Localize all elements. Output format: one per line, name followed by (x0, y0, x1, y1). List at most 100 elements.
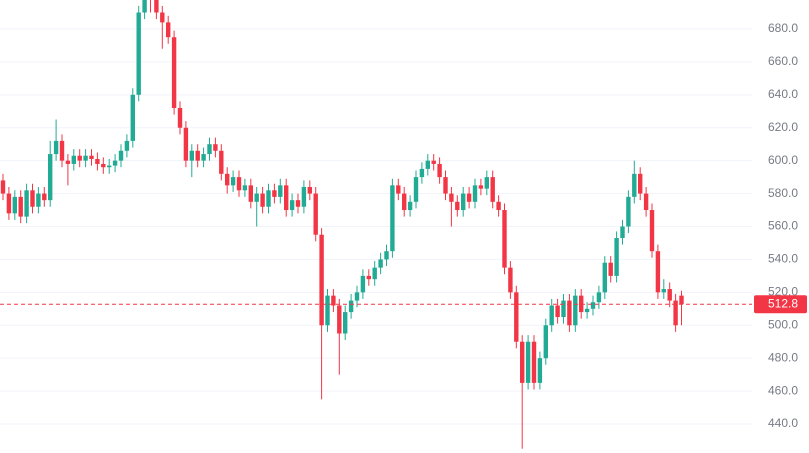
y-tick-label: 540.0 (768, 252, 798, 266)
y-tick-label: 520.0 (768, 285, 798, 299)
candle-body (89, 155, 94, 160)
candle-body (573, 295, 578, 326)
candle-body (520, 341, 525, 383)
candle-body (171, 37, 177, 108)
candle-body (543, 325, 548, 359)
candle-body (590, 302, 596, 309)
candle-body (154, 0, 159, 13)
candle-body (189, 150, 194, 161)
candle-body (626, 196, 631, 227)
candle-body (331, 295, 336, 306)
candle-body (649, 210, 655, 252)
candle-body (396, 185, 401, 194)
candle-body (525, 341, 531, 383)
candle-body (537, 358, 543, 383)
candle-body (107, 165, 112, 168)
candle-body (549, 305, 554, 326)
candle-body (608, 262, 613, 276)
candle-body (301, 186, 307, 207)
candle-body (360, 275, 366, 293)
candle-body (195, 150, 200, 161)
candle-body (431, 160, 436, 164)
candle-body (183, 127, 189, 161)
candle-body (36, 193, 41, 207)
candle-body (372, 267, 377, 280)
y-tick-label: 680.0 (768, 21, 798, 35)
candles (0, 0, 684, 449)
candle-body (496, 201, 501, 211)
y-tick-label: 440.0 (768, 416, 798, 430)
candle-body (254, 193, 259, 202)
candle-body (0, 180, 6, 194)
candle-body (83, 155, 88, 161)
candle-body (531, 341, 537, 383)
candle-body (118, 150, 124, 161)
candle-body (177, 107, 183, 128)
candle-body (325, 295, 330, 326)
candle-body (12, 196, 17, 214)
candle-body (30, 190, 35, 207)
candle-body (354, 292, 360, 301)
y-tick-label: 460.0 (768, 383, 798, 397)
candle-body (248, 185, 253, 202)
candle-body (337, 305, 342, 334)
candle-body (101, 163, 106, 168)
candle-body (620, 226, 625, 239)
candle-body (502, 210, 507, 268)
last-price-label: 512.8 (768, 296, 798, 310)
candle-body (260, 193, 265, 207)
y-tick-label: 560.0 (768, 219, 798, 233)
candle-body (425, 160, 430, 169)
candle-body (461, 193, 466, 211)
candle-body (673, 300, 678, 326)
candle-body (42, 193, 47, 201)
candle-body (242, 185, 248, 191)
candle-body (661, 289, 666, 293)
candle-body (402, 193, 407, 211)
candle-body (655, 251, 661, 293)
candle-body (124, 140, 130, 151)
candle-body (490, 177, 495, 202)
candle-body (384, 251, 389, 260)
y-tick-label: 640.0 (768, 87, 798, 101)
candle-body (289, 200, 295, 211)
candle-body (319, 234, 324, 326)
grid (0, 28, 752, 425)
candle-body (213, 144, 218, 151)
y-tick-label: 500.0 (768, 317, 798, 331)
candle-body (112, 160, 118, 166)
candle-body (343, 312, 348, 334)
candle-body (230, 177, 236, 186)
candle-body (472, 185, 478, 202)
candle-body (643, 193, 649, 211)
candle-body (6, 193, 12, 214)
candle-body (584, 308, 590, 313)
y-tick-label: 620.0 (768, 120, 798, 134)
candle-body (419, 168, 425, 178)
candle-body (307, 186, 312, 194)
candle-body (160, 12, 165, 23)
candle-body (207, 144, 212, 155)
candle-body (596, 292, 602, 303)
candle-body (667, 289, 672, 301)
candle-body (561, 300, 566, 318)
price-axis: 440.0 460.0 480.0 500.0 520.0 540.0 560.0 580.0… (768, 21, 798, 430)
candle-body (390, 185, 395, 252)
candle-body (236, 177, 242, 191)
candle-body (272, 190, 277, 197)
candle-body (466, 193, 472, 202)
candle-body (130, 94, 135, 141)
candle-body (632, 173, 637, 197)
candle-body (266, 190, 271, 207)
candle-body (142, 0, 147, 13)
candle-body (166, 22, 171, 38)
y-tick-label: 660.0 (768, 54, 798, 68)
candle-body (201, 154, 206, 161)
candle-body (443, 177, 448, 194)
y-tick-label: 580.0 (768, 186, 798, 200)
candle-body (407, 201, 413, 211)
candle-body (514, 292, 519, 342)
candle-body (219, 150, 224, 174)
y-tick-label: 480.0 (768, 350, 798, 364)
